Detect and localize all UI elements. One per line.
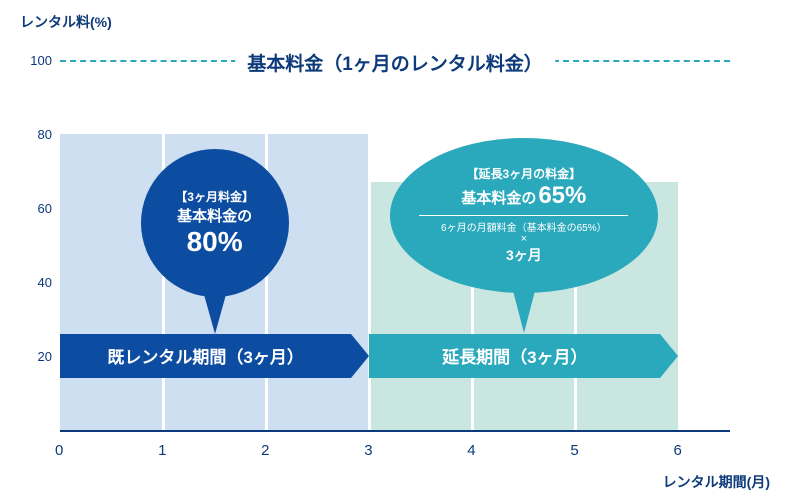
x-axis-line [60,430,730,432]
y-tick-label: 40 [38,275,52,290]
callout-sub1: 6ヶ月の月額料金（基本料金の65%） [441,219,607,234]
x-tick-label: 5 [570,442,578,459]
callout-line1: 【3ヶ月料金】 [175,188,254,205]
callout-main-row: 基本料金の65% [461,182,586,210]
x-tick-label: 1 [158,442,166,459]
period-band-extension: 延長期間（3ヶ月） [369,334,660,378]
callout-tail-icon [203,291,227,334]
callout-extension-rate: 【延長3ヶ月の料金】基本料金の65% 6ヶ月の月額料金（基本料金の65%）×3ヶ月 [390,138,658,293]
y-tick-label: 80 [38,127,52,142]
y-axis-title: レンタル料(%) [20,12,112,32]
x-tick-label: 2 [261,442,269,459]
y-tick-label: 20 [38,349,52,364]
y-tick-label: 100 [30,53,52,68]
callout-line2: 基本料金の [177,205,252,226]
callout-percent: 80% [187,226,243,258]
callout-divider [419,215,628,216]
x-axis-title: レンタル期間(月) [663,472,770,492]
y-tick-label: 60 [38,201,52,216]
x-tick-label: 6 [673,442,681,459]
callout-line1: 【延長3ヶ月の料金】 [467,165,582,182]
x-tick-label: 3 [364,442,372,459]
period-band-existing: 既レンタル期間（3ヶ月） [60,334,351,378]
chart-title: 基本料金（1ヶ月のレンタル料金） [235,49,555,76]
x-tick-label: 4 [467,442,475,459]
callout-cross: × [521,234,527,245]
chart-area: 基本料金（1ヶ月のレンタル料金）既レンタル期間（3ヶ月）延長期間（3ヶ月）【3ヶ… [60,60,730,430]
arrow-head-icon [660,334,678,378]
callout-initial-rate: 【3ヶ月料金】基本料金の80% [141,149,289,297]
arrow-head-icon [351,334,369,378]
callout-tail-icon [512,287,536,333]
callout-sub2: 3ヶ月 [506,245,542,265]
x-tick-label: 0 [55,442,63,459]
